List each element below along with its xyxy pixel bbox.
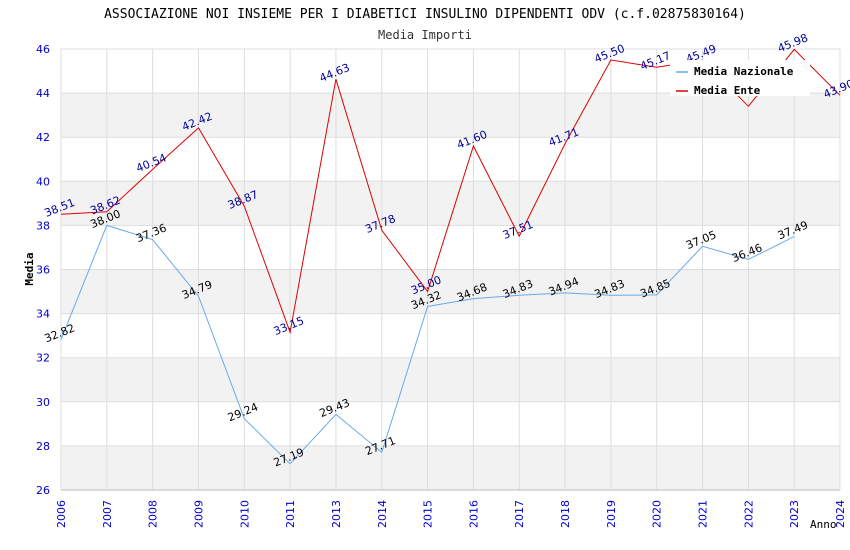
chart-title: ASSOCIAZIONE NOI INSIEME PER I DIABETICI… <box>104 7 746 22</box>
x-tick-label: 2023 <box>788 500 801 528</box>
x-tick-label: 2011 <box>284 500 297 528</box>
x-tick-label: 2024 <box>834 500 847 528</box>
y-tick-label: 28 <box>36 440 50 453</box>
y-tick-label: 34 <box>36 308 50 321</box>
legend: Media Nazionale Media Ente <box>670 60 810 97</box>
x-tick-label: 2017 <box>513 500 526 528</box>
x-tick-label: 2015 <box>422 500 435 528</box>
y-tick-label: 38 <box>36 219 50 232</box>
x-axis-ticks: 2006 2007 2008 2009 2010 2011 2013 2014 2015 2016… <box>55 500 847 528</box>
x-tick-label: 2022 <box>742 500 755 528</box>
y-tick-label: 26 <box>36 484 50 497</box>
x-tick-label: 2018 <box>559 500 572 528</box>
y-tick-label: 42 <box>36 131 50 144</box>
x-tick-label: 2021 <box>697 500 710 528</box>
band <box>61 445 840 490</box>
chart-subtitle: Media Importi <box>378 28 472 42</box>
y-tick-label: 36 <box>36 264 50 277</box>
y-tick-label: 44 <box>36 87 50 100</box>
legend-box <box>670 60 810 96</box>
x-tick-label: 2006 <box>55 500 68 528</box>
x-axis-label: Anno <box>810 518 837 531</box>
y-tick-label: 46 <box>36 43 50 56</box>
plot-background-bands <box>61 49 840 490</box>
y-axis-label: Media <box>23 252 36 285</box>
series-line-media-nazionale <box>60 224 795 465</box>
y-tick-label: 30 <box>36 396 50 409</box>
y-tick-label: 32 <box>36 352 50 365</box>
x-tick-label: 2010 <box>238 500 251 528</box>
y-axis-ticks: 26 28 30 32 34 36 38 40 42 44 46 <box>36 43 50 497</box>
x-tick-label: 2013 <box>330 500 343 528</box>
legend-label-media-ente: Media Ente <box>694 84 761 97</box>
y-tick-label: 40 <box>36 175 50 188</box>
x-tick-label: 2008 <box>147 500 160 528</box>
x-tick-label: 2009 <box>192 500 205 528</box>
band <box>61 93 840 138</box>
x-tick-label: 2014 <box>376 500 389 528</box>
band <box>61 225 840 270</box>
band <box>61 401 840 446</box>
x-tick-label: 2007 <box>101 500 114 528</box>
band <box>61 313 840 358</box>
x-tick-label: 2019 <box>605 500 618 528</box>
x-tick-label: 2016 <box>467 500 480 528</box>
x-tick-label: 2020 <box>651 500 664 528</box>
band <box>61 357 840 402</box>
legend-label-media-nazionale: Media Nazionale <box>694 65 794 78</box>
band <box>61 269 840 314</box>
band <box>61 137 840 182</box>
